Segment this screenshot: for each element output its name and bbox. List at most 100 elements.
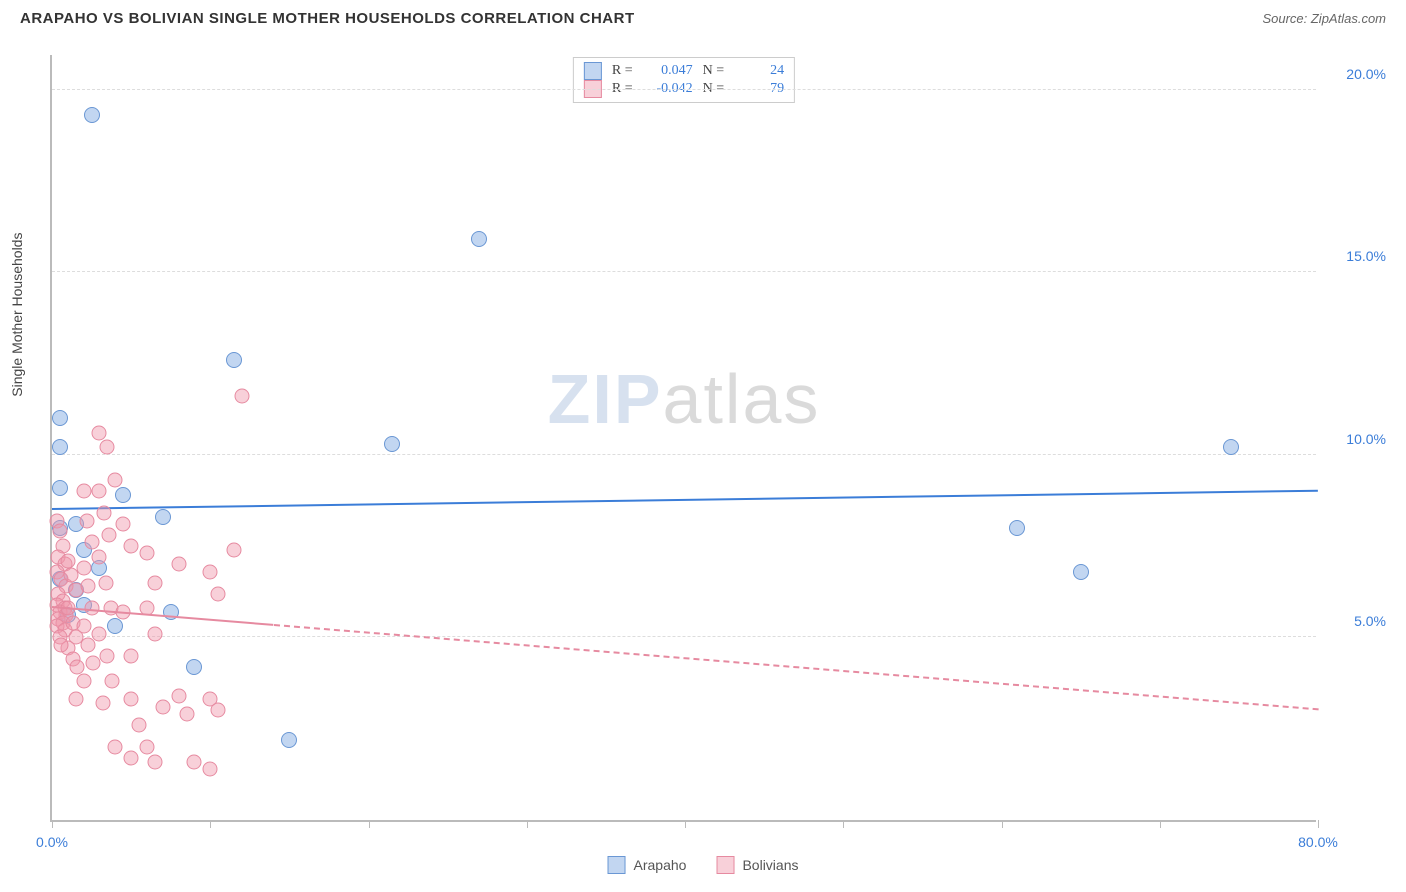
x-tick-label: 0.0%	[36, 834, 68, 850]
x-tick	[527, 820, 528, 828]
x-tick	[685, 820, 686, 828]
data-point	[76, 484, 91, 499]
data-point	[95, 696, 110, 711]
data-point	[187, 754, 202, 769]
y-tick-label: 20.0%	[1326, 66, 1386, 82]
watermark: ZIPatlas	[548, 359, 821, 439]
data-point	[147, 754, 162, 769]
data-point	[179, 707, 194, 722]
data-point	[471, 231, 487, 247]
data-point	[86, 655, 101, 670]
data-point	[124, 539, 139, 554]
legend-swatch	[716, 856, 734, 874]
legend-label: Bolivians	[742, 857, 798, 873]
legend-item: Arapaho	[608, 856, 687, 874]
data-point	[52, 439, 68, 455]
legend: Arapaho Bolivians	[608, 856, 799, 874]
data-point	[211, 703, 226, 718]
data-point	[171, 688, 186, 703]
data-point	[155, 699, 170, 714]
data-point	[108, 739, 123, 754]
data-point	[1009, 520, 1025, 536]
correlation-stats-box: R =0.047N =24R =-0.042N =79	[573, 57, 795, 103]
data-point	[384, 436, 400, 452]
y-tick-label: 15.0%	[1326, 248, 1386, 264]
x-tick	[1160, 820, 1161, 828]
source-attribution: Source: ZipAtlas.com	[1262, 11, 1386, 26]
data-point	[92, 425, 107, 440]
trend-line	[52, 489, 1318, 509]
data-point	[52, 480, 68, 496]
x-tick	[369, 820, 370, 828]
n-label: N =	[703, 63, 725, 79]
data-point	[226, 542, 241, 557]
data-point	[281, 732, 297, 748]
x-tick	[210, 820, 211, 828]
scatter-chart: Single Mother Households ZIPatlas R =0.0…	[50, 55, 1316, 822]
x-tick	[52, 820, 53, 828]
watermark-zip: ZIP	[548, 360, 663, 438]
legend-item: Bolivians	[716, 856, 798, 874]
gridline	[52, 454, 1316, 455]
data-point	[52, 524, 67, 539]
r-value: 0.047	[643, 63, 693, 79]
header: ARAPAHO VS BOLIVIAN SINGLE MOTHER HOUSEH…	[0, 0, 1406, 32]
data-point	[105, 674, 120, 689]
x-tick	[843, 820, 844, 828]
data-point	[100, 648, 115, 663]
y-tick-label: 10.0%	[1326, 431, 1386, 447]
data-point	[211, 586, 226, 601]
data-point	[124, 750, 139, 765]
data-point	[101, 528, 116, 543]
legend-label: Arapaho	[634, 857, 687, 873]
series-swatch	[584, 62, 602, 80]
data-point	[76, 619, 91, 634]
x-tick	[1318, 820, 1319, 828]
data-point	[107, 618, 123, 634]
gridline	[52, 271, 1316, 272]
data-point	[203, 761, 218, 776]
data-point	[76, 561, 91, 576]
data-point	[108, 473, 123, 488]
data-point	[98, 575, 113, 590]
data-point	[124, 648, 139, 663]
x-tick	[1002, 820, 1003, 828]
n-value: 24	[734, 63, 784, 79]
data-point	[124, 692, 139, 707]
data-point	[1073, 564, 1089, 580]
data-point	[115, 487, 131, 503]
data-point	[81, 579, 96, 594]
y-tick-label: 5.0%	[1326, 613, 1386, 629]
data-point	[100, 440, 115, 455]
data-point	[132, 718, 147, 733]
data-point	[155, 509, 171, 525]
data-point	[1223, 439, 1239, 455]
data-point	[171, 557, 186, 572]
data-point	[84, 107, 100, 123]
data-point	[226, 352, 242, 368]
data-point	[203, 564, 218, 579]
data-point	[139, 546, 154, 561]
stats-row: R = 0.047 N = 24	[584, 62, 784, 80]
watermark-atlas: atlas	[663, 360, 821, 438]
data-point	[97, 506, 112, 521]
data-point	[84, 535, 99, 550]
legend-swatch	[608, 856, 626, 874]
data-point	[92, 550, 107, 565]
data-point	[60, 553, 75, 568]
data-point	[68, 692, 83, 707]
data-point	[92, 484, 107, 499]
gridline	[52, 89, 1316, 90]
r-label: R =	[612, 63, 633, 79]
data-point	[54, 637, 69, 652]
gridline	[52, 636, 1316, 637]
data-point	[186, 659, 202, 675]
chart-title: ARAPAHO VS BOLIVIAN SINGLE MOTHER HOUSEH…	[20, 10, 635, 27]
data-point	[70, 659, 85, 674]
data-point	[92, 626, 107, 641]
x-tick-label: 80.0%	[1298, 834, 1338, 850]
data-point	[52, 410, 68, 426]
y-axis-title: Single Mother Households	[9, 232, 25, 396]
data-point	[147, 575, 162, 590]
data-point	[234, 389, 249, 404]
